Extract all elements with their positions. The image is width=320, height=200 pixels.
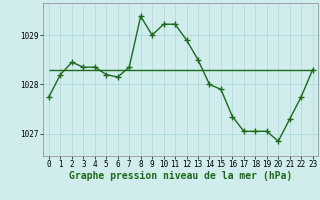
X-axis label: Graphe pression niveau de la mer (hPa): Graphe pression niveau de la mer (hPa) [69, 171, 292, 181]
